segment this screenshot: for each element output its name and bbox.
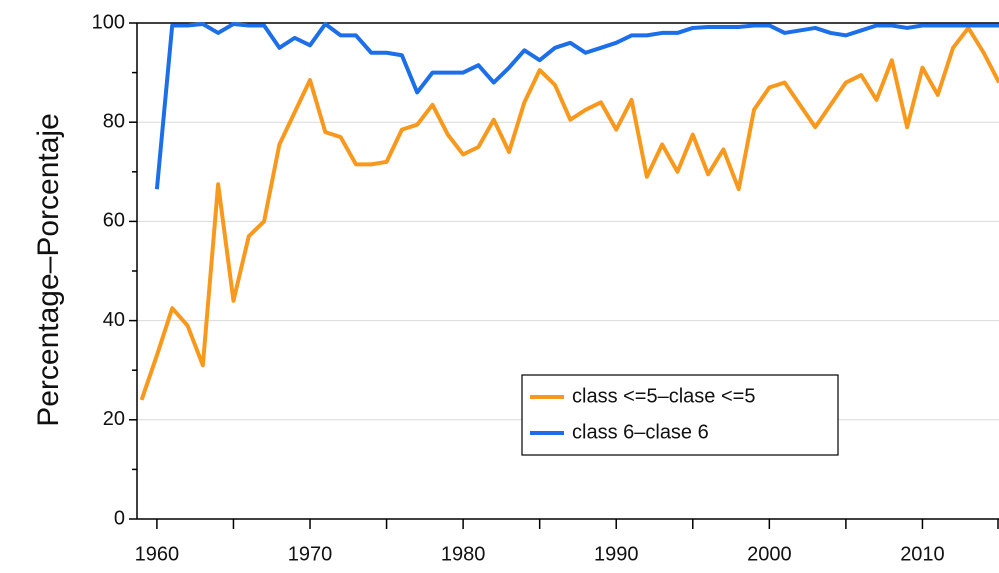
y-tick-label: 80: [103, 110, 125, 132]
legend-label: class <=5–clase <=5: [572, 385, 755, 407]
series-line: [139, 25, 999, 401]
legend-box: [521, 374, 839, 456]
x-tick-label: 2010: [900, 543, 945, 565]
y-tick-label: 100: [92, 11, 125, 33]
x-tick-label: 2000: [747, 543, 792, 565]
series-line: [154, 21, 999, 190]
y-axis-label: Percentage–Porcentaje: [32, 113, 65, 427]
y-tick-label: 20: [103, 408, 125, 430]
y-tick-label: 0: [114, 507, 125, 529]
legend-label: class 6–clase 6: [572, 421, 709, 443]
x-tick-label: 1990: [594, 543, 639, 565]
y-tick-label: 60: [103, 210, 125, 232]
x-tick-label: 1970: [288, 543, 333, 565]
y-tick-label: 40: [103, 309, 125, 331]
x-tick-label: 1980: [441, 543, 486, 565]
x-tick-label: 1960: [135, 543, 180, 565]
